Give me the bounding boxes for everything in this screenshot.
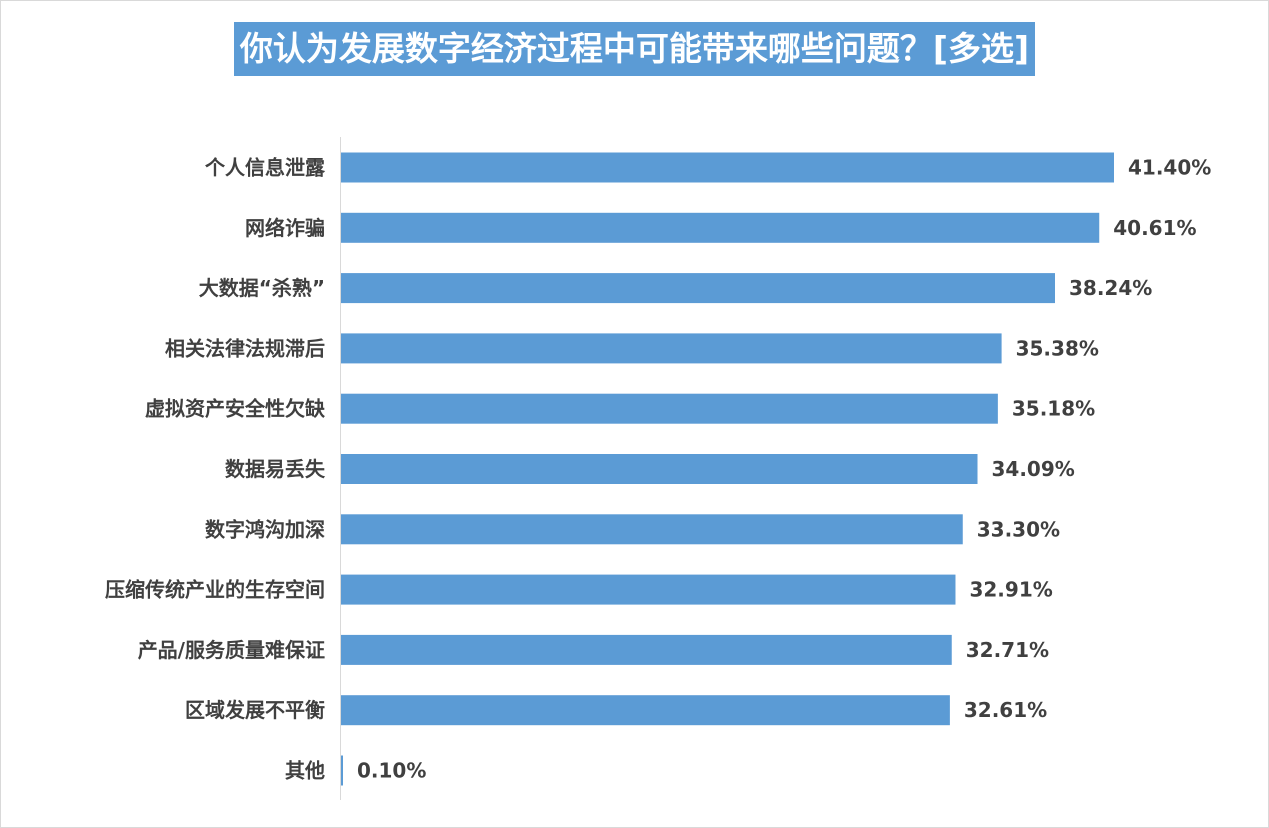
value-label: 0.10%: [357, 759, 426, 783]
bar: [341, 212, 1100, 243]
value-label: 32.91%: [969, 578, 1052, 602]
bar: [341, 634, 952, 665]
value-label: 33.30%: [977, 517, 1060, 541]
value-label: 35.18%: [1012, 397, 1095, 421]
bar: [341, 695, 950, 726]
category-label: 网络诈骗: [245, 216, 325, 240]
value-label: 34.09%: [992, 457, 1075, 481]
category-label: 其他: [285, 759, 325, 783]
value-label: 41.40%: [1128, 156, 1211, 180]
value-label: 32.71%: [966, 638, 1049, 662]
chart-title: 你认为发展数字经济过程中可能带来哪些问题？[多选]: [233, 22, 1036, 76]
bars-group: [341, 152, 1114, 786]
bar: [341, 393, 998, 424]
category-label: 产品/服务质量难保证: [138, 638, 325, 662]
category-label: 相关法律法规滞后: [165, 336, 325, 360]
bar: [341, 333, 1002, 364]
category-label: 压缩传统产业的生存空间: [105, 578, 325, 602]
category-label: 区域发展不平衡: [185, 698, 325, 722]
value-labels-group: 41.40% 40.61% 38.24% 35.38% 35.18% 34.09% 33.3…: [357, 156, 1211, 783]
value-label: 38.24%: [1069, 276, 1152, 300]
bar: [341, 755, 343, 786]
value-label: 35.38%: [1016, 336, 1099, 360]
bar: [341, 273, 1055, 304]
value-label: 32.61%: [964, 698, 1047, 722]
category-label: 数字鸿沟加深: [205, 517, 325, 541]
category-label: 数据易丢失: [225, 457, 326, 481]
value-label: 40.61%: [1113, 216, 1196, 240]
category-label: 大数据“杀熟”: [199, 276, 325, 300]
chart-title-container: 你认为发展数字经济过程中可能带来哪些问题？[多选]: [0, 22, 1269, 76]
bar: [341, 514, 963, 545]
category-label: 个人信息泄露: [204, 156, 326, 180]
bar: [341, 152, 1114, 183]
bar: [341, 574, 956, 605]
bar: [341, 454, 978, 484]
category-label: 虚拟资产安全性欠缺: [145, 397, 326, 421]
